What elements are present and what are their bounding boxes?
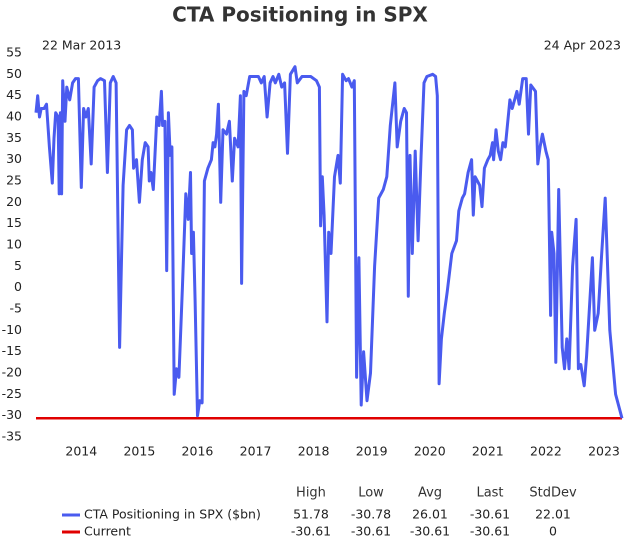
stats-header: Avg [418, 486, 442, 501]
y-tick-label: 50 [6, 66, 22, 81]
stats-value: 26.01 [412, 507, 448, 522]
series-line [34, 65, 624, 419]
x-tick-label: 2016 [182, 444, 214, 459]
stats-header: High [296, 486, 326, 501]
x-tick-label: 2021 [472, 444, 504, 459]
y-tick-label: -10 [2, 322, 22, 337]
y-tick-label: -35 [2, 429, 22, 444]
stats-value: 0 [549, 524, 557, 539]
y-tick-label: 55 [6, 45, 22, 60]
x-tick-label: 2018 [298, 444, 330, 459]
stats-value: -30.61 [470, 524, 510, 539]
stats-header: Low [358, 486, 384, 501]
x-tick-label: 2014 [65, 444, 97, 459]
y-tick-label: 30 [6, 151, 22, 166]
y-tick-label: 5 [14, 258, 22, 273]
stats-value: 51.78 [293, 507, 329, 522]
y-tick-label: -20 [2, 365, 22, 380]
y-tick-label: 25 [6, 173, 22, 188]
y-tick-label: 35 [6, 130, 22, 145]
stats-value: -30.61 [291, 524, 331, 539]
y-tick-label: 10 [6, 237, 22, 252]
y-tick-label: 20 [6, 194, 22, 209]
y-tick-label: 45 [6, 87, 22, 102]
x-tick-label: 2020 [414, 444, 446, 459]
start-date-label: 22 Mar 2013 [42, 38, 121, 53]
legend-label: Current [84, 524, 131, 539]
end-date-label: 24 Apr 2023 [544, 38, 621, 53]
stats-header: Last [476, 486, 503, 501]
legend-label: CTA Positioning in SPX ($bn) [84, 507, 261, 522]
y-tick-label: 40 [6, 109, 22, 124]
x-tick-label: 2015 [123, 444, 155, 459]
y-tick-label: -25 [2, 386, 22, 401]
stats-value: -30.78 [351, 507, 391, 522]
x-tick-label: 2022 [530, 444, 562, 459]
stats-value: -30.61 [351, 524, 391, 539]
y-tick-label: -30 [2, 407, 22, 422]
x-tick-label: 2019 [356, 444, 388, 459]
stats-value: -30.61 [470, 507, 510, 522]
stats-header: StdDev [529, 486, 577, 501]
y-tick-label: -5 [10, 301, 22, 316]
y-tick-label: 15 [6, 215, 22, 230]
stats-value: -30.61 [410, 524, 450, 539]
stats-value: 22.01 [535, 507, 571, 522]
chart-title: CTA Positioning in SPX [172, 3, 428, 27]
x-tick-label: 2023 [588, 444, 620, 459]
y-tick-label: -15 [2, 343, 22, 358]
x-tick-label: 2017 [240, 444, 272, 459]
y-tick-label: 0 [14, 279, 22, 294]
